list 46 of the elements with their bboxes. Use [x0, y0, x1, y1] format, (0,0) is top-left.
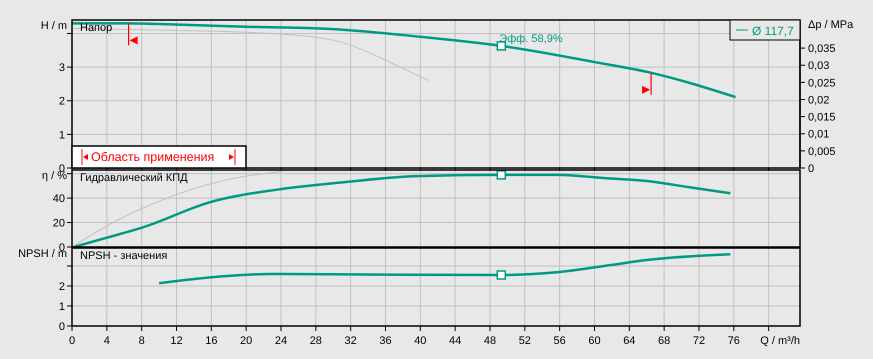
x-tick-label: 0 [68, 335, 76, 347]
x-tick-label: 36 [379, 335, 392, 347]
annotation: NPSH - значения [80, 250, 168, 262]
y2-tick-label: 0,03 [808, 60, 830, 72]
x-tick-label: 16 [205, 335, 218, 347]
y-tick-label: 2 [58, 281, 65, 293]
x-tick-label: 4 [104, 335, 110, 347]
x-tick-label: 68 [658, 335, 670, 347]
x-tick-label: 8 [138, 335, 145, 347]
x-tick-label: 76 [728, 335, 740, 347]
y-tick-label: 40 [52, 193, 65, 206]
y2-tick-label: 0,015 [808, 112, 836, 124]
x-tick-label: 32 [344, 335, 357, 347]
x-tick-label: 48 [484, 335, 496, 347]
x-tick-label: 12 [170, 335, 183, 347]
annotation: Эфф. 58,9% [499, 32, 563, 45]
y2-axis-title: Δp / MPa [808, 19, 854, 31]
y2-tick-label: 0,025 [808, 77, 836, 90]
y-tick-label: 3 [58, 62, 65, 74]
y-axis-title: H / m [40, 20, 67, 32]
y-tick-label: 20 [52, 218, 65, 230]
x-tick-label: 28 [310, 335, 322, 347]
x-tick-label: 40 [414, 335, 426, 347]
y2-tick-label: 0,005 [808, 146, 836, 158]
y-tick-label: 1 [58, 129, 65, 142]
x-tick-label: 56 [554, 335, 566, 347]
x-tick-label: 52 [518, 335, 531, 347]
y2-tick-label: 0,01 [808, 128, 830, 141]
x-tick-label: 72 [692, 335, 706, 347]
legend-label: Ø 117,7 [752, 24, 794, 38]
y2-tick-label: 0 [808, 163, 814, 175]
y-tick-label: 2 [58, 96, 65, 108]
annotation: Напор [80, 22, 112, 34]
y-tick-label: 0 [58, 321, 65, 333]
x-tick-label: 60 [588, 335, 601, 347]
x-tick-label: 64 [623, 335, 636, 347]
y2-tick-label: 0,02 [808, 94, 830, 106]
x-axis-title: Q / m³/h [760, 335, 800, 347]
y2-tick-label: 0,035 [808, 43, 836, 56]
x-tick-label: 24 [274, 335, 288, 347]
y-tick-label: 1 [58, 301, 65, 313]
x-tick-label: 44 [449, 335, 462, 347]
x-tick-label: 20 [240, 335, 252, 347]
annotation: Область применения [91, 150, 214, 164]
line-series [70, 22, 737, 98]
annotation: Гидравлический КПД [80, 172, 188, 184]
